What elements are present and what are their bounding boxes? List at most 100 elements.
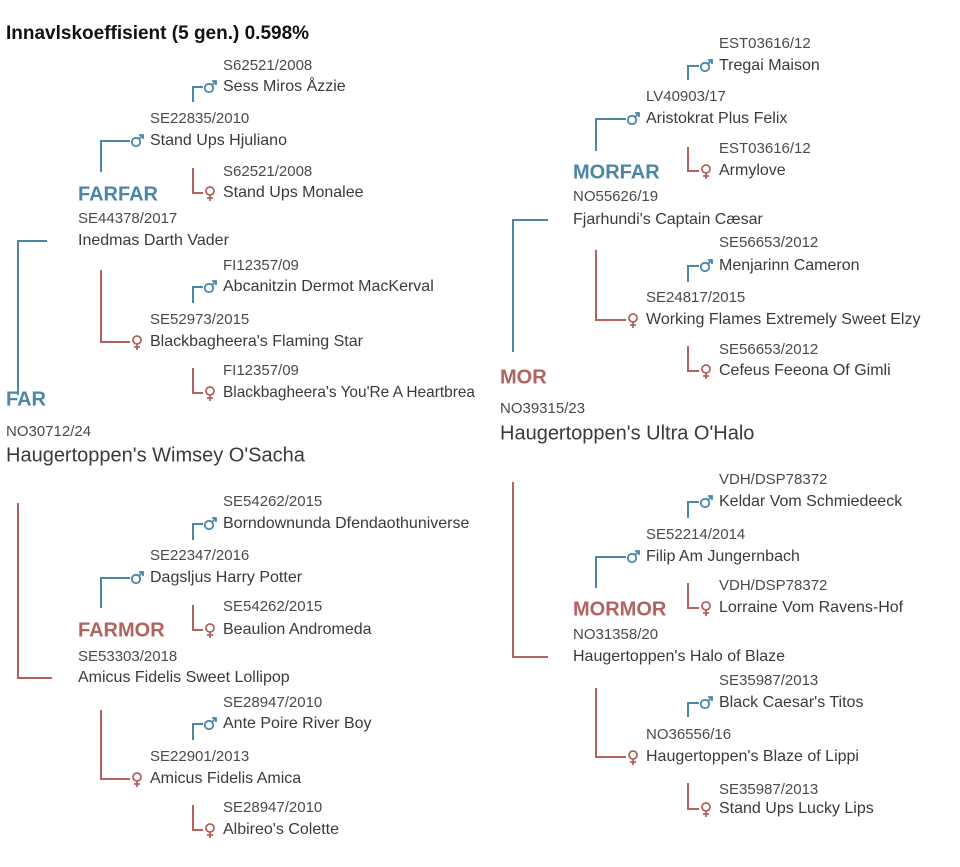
dog-name: Amicus Fidelis Amica [150, 770, 301, 787]
female-icon-cross [207, 632, 213, 638]
reg-number: SE52214/2014 [646, 526, 745, 543]
male-icon-arrow [634, 112, 640, 118]
dog-name: Menjarinn Cameron [719, 257, 860, 274]
dog-name: Dagsljus Harry Potter [150, 569, 303, 586]
male-icon [699, 61, 711, 73]
dog-name: Ante Poire River Boy [223, 715, 372, 732]
connector [512, 482, 548, 658]
reg-number: SE28947/2010 [223, 799, 322, 816]
dog-name: Blackbagheera's You'Re A Heartbrea [223, 384, 475, 401]
connector [687, 501, 699, 518]
reg-number: SE22835/2010 [150, 110, 249, 127]
reg-number: EST03616/12 [719, 35, 811, 52]
dog-name: Abcanitzin Dermot MacKerval [223, 278, 434, 295]
female-icon-cross [207, 195, 213, 201]
reg-number: SE35987/2013 [719, 781, 818, 798]
connector [100, 140, 130, 172]
female-icon-cross [630, 322, 636, 328]
reg-number: LV40903/17 [646, 88, 726, 105]
dog-name: Inedmas Darth Vader [78, 232, 230, 249]
reg-number: SE56653/2012 [719, 234, 818, 251]
dog-name: Sess Miros Åzzie [223, 76, 346, 95]
title: Innavlskoeffisient (5 gen.) 0.598% [6, 23, 309, 44]
dog-name: Fjarhundi's Captain Cæsar [573, 211, 763, 228]
connector [192, 605, 203, 631]
female-icon [205, 623, 215, 633]
dog-name: Lorraine Vom Ravens-Hof [719, 599, 904, 616]
female-icon [205, 823, 215, 833]
male-icon [699, 698, 711, 710]
female-icon [205, 186, 215, 196]
male-icon-arrow [634, 550, 640, 556]
connector [687, 147, 699, 172]
connector [192, 86, 203, 102]
male-icon [130, 136, 142, 148]
role-label: MORFAR [573, 161, 660, 183]
male-icon-arrow [138, 571, 144, 577]
reg-number: SE28947/2010 [223, 694, 322, 711]
reg-number: NO31358/20 [573, 626, 658, 643]
role-label: FARMOR [78, 619, 165, 641]
reg-number: VDH/DSP78372 [719, 471, 827, 488]
female-icon [628, 313, 638, 323]
male-icon [203, 82, 215, 94]
dog-name: Cefeus Feeona Of Gimli [719, 362, 891, 379]
dog-name: Haugertoppen's Blaze of Lippi [646, 748, 859, 765]
dog-name: Borndownunda Dfendaothuniverse [223, 515, 470, 532]
connector [512, 219, 548, 352]
reg-number: SE54262/2015 [223, 598, 322, 615]
male-icon [130, 573, 142, 585]
female-icon [628, 750, 638, 760]
male-icon [699, 497, 711, 509]
female-icon-cross [630, 759, 636, 765]
female-icon [701, 164, 711, 174]
connector [687, 783, 699, 810]
reg-number: FI12357/09 [223, 257, 299, 274]
dog-name: Haugertoppen's Halo of Blaze [573, 648, 785, 665]
connector [595, 118, 626, 151]
connector [192, 805, 203, 831]
dog-name: Working Flames Extremely Sweet Elzy [646, 311, 920, 328]
connector [100, 270, 130, 343]
reg-number: EST03616/12 [719, 140, 811, 157]
reg-number: NO30712/24 [6, 423, 91, 440]
connector [687, 65, 699, 80]
connector [687, 702, 699, 717]
dog-name: Keldar Vom Schmiedeeck [719, 493, 903, 510]
female-icon-cross [207, 832, 213, 838]
reg-number: SE22901/2013 [150, 748, 249, 765]
male-icon [203, 282, 215, 294]
reg-number: VDH/DSP78372 [719, 577, 827, 594]
dog-name: Blackbagheera's Flaming Star [150, 333, 364, 350]
female-icon [132, 772, 142, 782]
connector [100, 710, 130, 780]
dog-name: Haugertoppen's Wimsey O'Sacha [6, 444, 306, 466]
dog-name: Stand Ups Lucky Lips [719, 800, 874, 817]
reg-number: SE35987/2013 [719, 672, 818, 689]
male-icon-arrow [707, 59, 713, 65]
male-icon-arrow [138, 134, 144, 140]
male-icon [626, 552, 638, 564]
male-icon-arrow [707, 696, 713, 702]
reg-number: SE52973/2015 [150, 311, 249, 328]
female-icon [205, 386, 215, 396]
connector [687, 583, 699, 609]
male-icon [203, 519, 215, 531]
reg-number: SE24817/2015 [646, 289, 745, 306]
connector [17, 503, 52, 679]
male-icon-arrow [211, 517, 217, 523]
female-icon-cross [703, 373, 709, 379]
female-icon-cross [703, 610, 709, 616]
male-icon-arrow [211, 280, 217, 286]
reg-number: NO55626/19 [573, 188, 658, 205]
connector [595, 556, 626, 588]
male-icon-arrow [707, 495, 713, 501]
connector [192, 286, 203, 303]
connector [192, 523, 203, 540]
connector [192, 723, 203, 740]
dog-name: Tregai Maison [719, 57, 820, 74]
dog-name: Albireo's Colette [223, 821, 339, 838]
reg-number: SE56653/2012 [719, 341, 818, 358]
reg-number: SE53303/2018 [78, 648, 177, 665]
connector [595, 250, 626, 321]
